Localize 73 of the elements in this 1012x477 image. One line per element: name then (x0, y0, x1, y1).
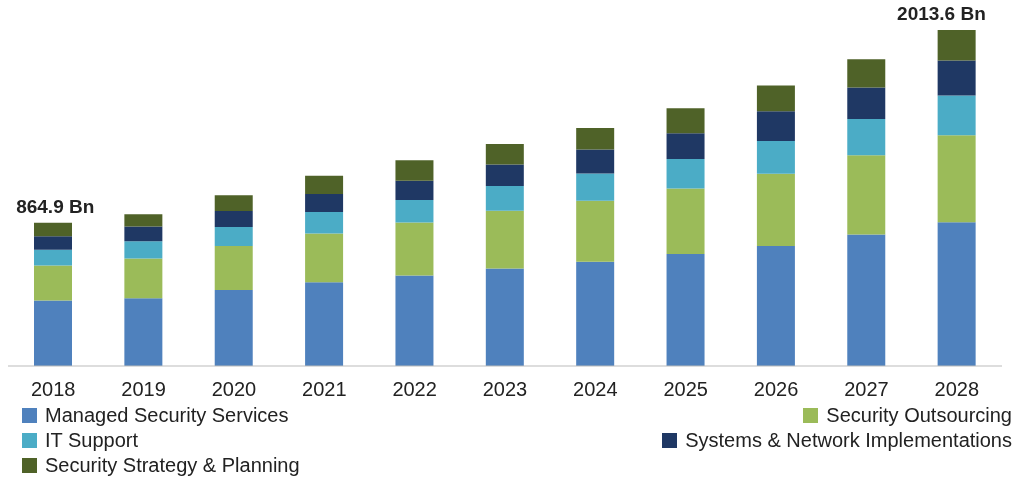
bar (756, 111, 795, 141)
x-tick-label: 2026 (753, 378, 799, 401)
bar (576, 261, 615, 366)
bar (756, 246, 795, 366)
bar (666, 188, 705, 255)
bar (395, 180, 434, 201)
bar (485, 210, 524, 269)
bar (34, 249, 72, 266)
bar (937, 60, 976, 96)
bar (214, 195, 253, 212)
bar (305, 282, 344, 366)
x-tick-label: 2022 (392, 378, 437, 401)
bar (576, 149, 615, 174)
bar (576, 173, 615, 201)
bar (666, 254, 705, 366)
bar (485, 185, 524, 211)
bar (124, 298, 163, 366)
bar (847, 234, 886, 366)
bar (305, 233, 344, 283)
bar (576, 128, 615, 150)
bar (395, 222, 434, 276)
legend-label: IT Support (45, 429, 139, 452)
bar (666, 159, 705, 189)
x-tick-label: 2020 (211, 378, 257, 401)
bar (485, 164, 524, 186)
legend-label: Security Outsourcing (826, 404, 1012, 427)
x-tick-label: 2023 (482, 378, 528, 401)
bar (34, 222, 72, 237)
bar (214, 246, 253, 291)
x-tick-label: 2025 (663, 378, 708, 401)
bar (124, 258, 163, 299)
bar (847, 87, 886, 120)
bar (34, 236, 72, 250)
x-tick-label: 2027 (844, 378, 889, 401)
bar (937, 222, 976, 366)
annotation: 2013.6 Bn (897, 3, 986, 24)
bar (847, 155, 886, 235)
bar (756, 85, 795, 112)
bar (847, 59, 886, 88)
bar (305, 212, 344, 234)
bar (124, 241, 163, 259)
bar (395, 200, 434, 223)
bar (485, 143, 524, 165)
bar (124, 226, 163, 242)
bar (305, 175, 344, 194)
bar (34, 265, 72, 301)
legend-label: Security Strategy & Planning (45, 454, 300, 477)
bar (485, 268, 524, 366)
bar (305, 193, 344, 213)
annotation: 864.9 Bn (16, 195, 95, 217)
bar (124, 214, 163, 227)
bar (847, 119, 886, 156)
bar (34, 300, 72, 366)
bar (756, 173, 795, 247)
bar (214, 290, 253, 366)
bar (214, 211, 253, 227)
x-tick-label: 2024 (573, 378, 618, 401)
bar (666, 133, 705, 160)
bar (937, 95, 976, 136)
bar (576, 200, 615, 262)
legend-label: Systems & Network Implementations (685, 429, 1012, 452)
x-tick-label: 2018 (30, 378, 76, 401)
legend-label: Managed Security Services (45, 404, 289, 427)
bar (937, 135, 976, 223)
bar (395, 160, 434, 181)
bar (756, 140, 795, 174)
x-tick-label: 2028 (934, 378, 980, 401)
x-tick-label: 2021 (302, 378, 347, 401)
bar (395, 275, 434, 366)
bar (937, 30, 976, 61)
bar (214, 226, 253, 247)
bar (666, 108, 705, 134)
x-tick-label: 2019 (121, 378, 166, 401)
